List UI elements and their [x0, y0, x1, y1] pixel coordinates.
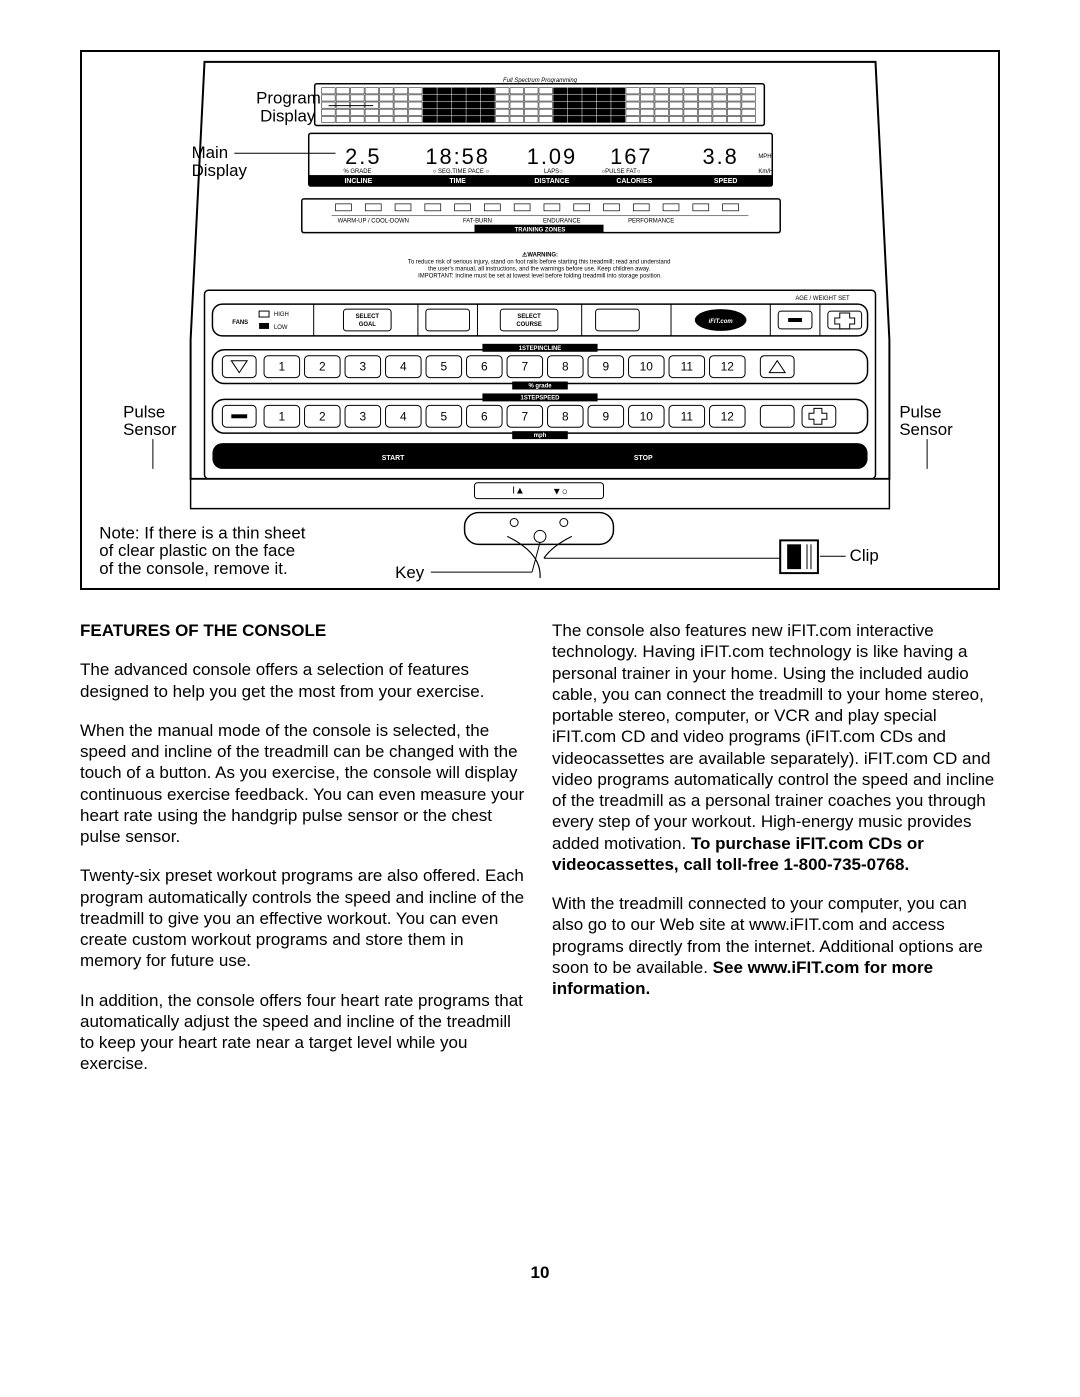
key-slot — [465, 513, 781, 579]
blank-button-2[interactable] — [596, 309, 640, 331]
svg-text:3.8: 3.8 — [702, 144, 738, 169]
callout-pulse-right: PulseSensor — [899, 402, 953, 439]
page-number: 10 — [80, 1263, 1000, 1283]
start-button[interactable]: START — [382, 455, 405, 462]
svg-text:6: 6 — [481, 409, 488, 423]
main-display-panel: 2.5 18:58 1.09 167 3.8 MPH Km/H % GRADE … — [309, 133, 773, 186]
svg-text:LAPS○: LAPS○ — [544, 169, 563, 175]
svg-text:ENDURANCE: ENDURANCE — [543, 219, 581, 225]
svg-text:3: 3 — [360, 409, 367, 423]
svg-text:10: 10 — [640, 360, 654, 374]
svg-text:Full Spectrum Programming: Full Spectrum Programming — [503, 78, 578, 84]
svg-text:6: 6 — [481, 360, 488, 374]
diagram-svg: Full Spectrum Programming 2.5 18:58 1.09… — [82, 52, 998, 588]
svg-text:GOAL: GOAL — [359, 322, 377, 328]
svg-text:7: 7 — [522, 409, 529, 423]
svg-text:SELECT: SELECT — [356, 314, 380, 320]
svg-text:SPEED: SPEED — [714, 178, 738, 185]
training-zones: WARM-UP / COOL-DOWN FAT-BURN ENDURANCE P… — [302, 199, 780, 234]
blank-button-1[interactable] — [426, 309, 470, 331]
svg-text:10: 10 — [640, 409, 654, 423]
callout-clip: Clip — [850, 546, 879, 565]
svg-text:12: 12 — [721, 409, 735, 423]
svg-text:1: 1 — [279, 409, 286, 423]
svg-text:% GRADE: % GRADE — [343, 169, 371, 175]
svg-text:1.09: 1.09 — [527, 144, 577, 169]
svg-text:5: 5 — [441, 360, 448, 374]
para-r2: With the treadmill connected to your com… — [552, 893, 1000, 999]
svg-text:▼○: ▼○ — [552, 487, 568, 498]
svg-text:AGE / WEIGHT SET: AGE / WEIGHT SET — [795, 296, 850, 302]
section-heading: FEATURES OF THE CONSOLE — [80, 620, 528, 641]
svg-text:8: 8 — [562, 360, 569, 374]
callout-pulse-left: PulseSensor — [123, 402, 177, 439]
callout-program-display: ProgramDisplay — [256, 89, 321, 126]
svg-text:TRAINING ZONES: TRAINING ZONES — [515, 228, 566, 234]
svg-text:SELECT: SELECT — [517, 314, 541, 320]
para-l2: When the manual mode of the console is s… — [80, 720, 528, 848]
start-stop-row: START STOP — [212, 443, 867, 469]
svg-text:9: 9 — [602, 360, 609, 374]
svg-text:18:58: 18:58 — [425, 144, 490, 169]
svg-text:○ SEG.TIME PACE ○: ○ SEG.TIME PACE ○ — [433, 169, 489, 175]
svg-text:4: 4 — [400, 360, 407, 374]
svg-text:LOW: LOW — [274, 325, 288, 331]
svg-text:mph: mph — [534, 433, 547, 439]
svg-text:PERFORMANCE: PERFORMANCE — [628, 219, 674, 225]
left-column: FEATURES OF THE CONSOLE The advanced con… — [80, 620, 528, 1093]
body-columns: FEATURES OF THE CONSOLE The advanced con… — [80, 620, 1000, 1093]
svg-text:12: 12 — [721, 360, 735, 374]
svg-text:2: 2 — [319, 409, 326, 423]
svg-text:MPH: MPH — [758, 154, 771, 160]
svg-text:TIME: TIME — [449, 178, 466, 185]
para-l1: The advanced console offers a selection … — [80, 659, 528, 702]
svg-text:iFIT.com: iFIT.com — [709, 319, 734, 325]
svg-text:11: 11 — [681, 360, 694, 374]
console-diagram: Full Spectrum Programming 2.5 18:58 1.09… — [80, 50, 1000, 590]
svg-text:To reduce risk of serious inju: To reduce risk of serious injury, stand … — [408, 259, 672, 279]
svg-text:CALORIES: CALORIES — [616, 178, 652, 185]
para-l4: In addition, the console offers four hea… — [80, 990, 528, 1075]
svg-text:2: 2 — [319, 360, 326, 374]
clip-icon — [780, 540, 818, 573]
callout-main-display: MainDisplay — [192, 143, 248, 180]
warning-text: ⚠WARNING: To reduce risk of serious inju… — [408, 251, 672, 279]
svg-text:1: 1 — [279, 360, 286, 374]
svg-text:% grade: % grade — [528, 383, 552, 389]
svg-text:3: 3 — [360, 360, 367, 374]
svg-text:1STEPINCLINE: 1STEPINCLINE — [519, 346, 562, 352]
svg-text:9: 9 — [602, 409, 609, 423]
svg-text:167: 167 — [610, 144, 652, 169]
svg-text:8: 8 — [562, 409, 569, 423]
svg-text:FAT-BURN: FAT-BURN — [463, 219, 492, 225]
svg-text:I▲: I▲ — [512, 486, 525, 497]
svg-text:Km/H: Km/H — [758, 169, 773, 175]
para-r1: The console also features new iFIT.com i… — [552, 620, 1000, 875]
svg-text:1STEPSPEED: 1STEPSPEED — [521, 395, 561, 401]
speed-plus-first[interactable] — [760, 405, 794, 427]
incline-up-button[interactable] — [760, 356, 794, 378]
svg-text:5: 5 — [441, 409, 448, 423]
svg-text:INCLINE: INCLINE — [344, 178, 372, 185]
svg-text:WARM-UP / COOL-DOWN: WARM-UP / COOL-DOWN — [338, 219, 409, 225]
program-display-panel: Full Spectrum Programming — [315, 78, 765, 126]
svg-text:2.5: 2.5 — [345, 144, 381, 169]
svg-text:DISTANCE: DISTANCE — [534, 178, 569, 185]
plus-button[interactable] — [828, 311, 862, 329]
callout-key: Key — [395, 563, 425, 582]
svg-text:7: 7 — [522, 360, 529, 374]
svg-text:HIGH: HIGH — [274, 312, 289, 318]
stop-button[interactable]: STOP — [634, 455, 653, 462]
fans-label: FANS — [232, 320, 248, 326]
incline-down-button[interactable] — [222, 356, 256, 378]
control-row-a: AGE / WEIGHT SET FANS HIGH LOW SELECT GO… — [212, 296, 867, 336]
svg-text:○PULSE FAT○: ○PULSE FAT○ — [602, 169, 641, 175]
para-l3: Twenty-six preset workout programs are a… — [80, 865, 528, 971]
svg-text:⚠WARNING:: ⚠WARNING: — [522, 251, 558, 258]
svg-text:11: 11 — [681, 409, 694, 423]
svg-text:COURSE: COURSE — [516, 322, 541, 328]
right-column: The console also features new iFIT.com i… — [552, 620, 1000, 1093]
svg-text:4: 4 — [400, 409, 407, 423]
diagram-note: Note: If there is a thin sheet of clear … — [99, 523, 310, 578]
